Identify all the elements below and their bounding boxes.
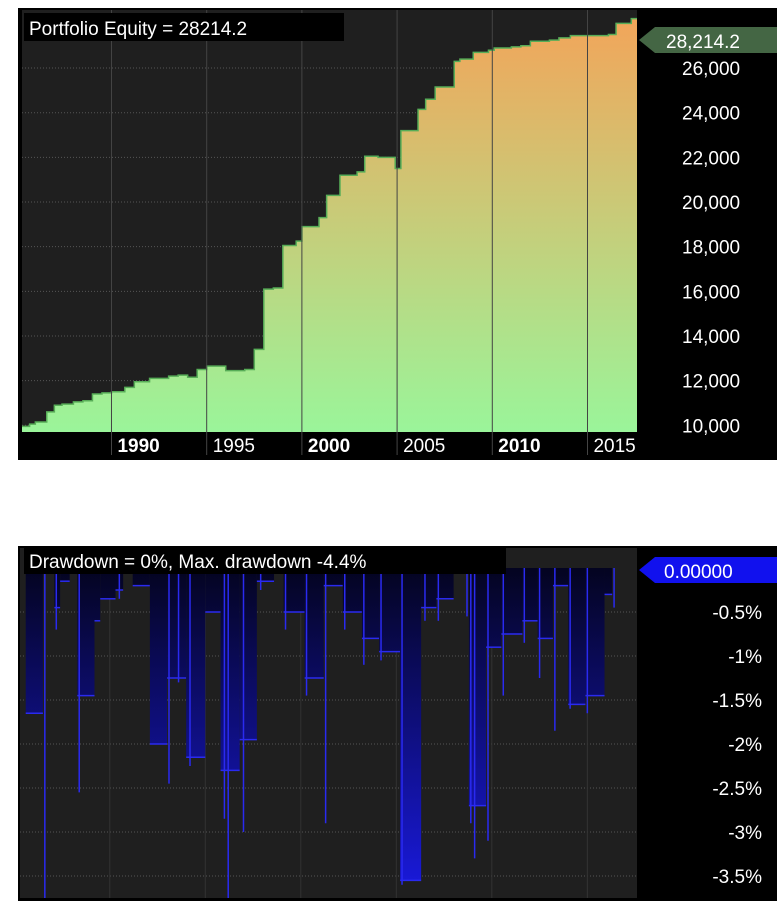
drawdown-bar [94, 568, 101, 621]
equity-y-tick-labels: 10,000 12,000 14,000 16,000 18,000 20,000 22,0… [682, 59, 740, 437]
equity-y-tick: 18,000 [682, 238, 740, 259]
equity-y-tick: 22,000 [682, 148, 740, 169]
drawdown-y-tick: -3.5% [712, 867, 762, 888]
drawdown-last-value-tag [639, 557, 777, 583]
drawdown-bars [25, 568, 613, 882]
equity-y-tick: 10,000 [682, 416, 740, 437]
equity-x-tick: 2000 [308, 436, 350, 457]
equity-title-box [24, 13, 344, 41]
drawdown-title-box [24, 548, 506, 574]
drawdown-bar [604, 568, 613, 595]
drawdown-bar [77, 568, 95, 696]
drawdown-bar [400, 568, 422, 881]
drawdown-bar [537, 568, 553, 639]
drawdown-spikes [44, 568, 615, 898]
drawdown-bar [436, 568, 454, 599]
drawdown-y-tick: -0.5% [712, 603, 762, 624]
drawdown-bar [149, 568, 168, 744]
drawdown-bar [167, 568, 187, 678]
drawdown-bar [379, 568, 401, 652]
equity-year-lines [110, 10, 588, 455]
drawdown-bar [25, 568, 43, 714]
drawdown-bar [186, 568, 206, 758]
drawdown-y-tick: -1% [728, 647, 762, 668]
drawdown-bar [100, 568, 116, 599]
drawdown-bar [552, 568, 569, 586]
drawdown-bar [342, 568, 362, 612]
drawdown-bar [283, 568, 305, 612]
drawdown-bar [585, 568, 605, 696]
equity-last-value-label: 28,214.2 [666, 32, 740, 53]
equity-y-tick: 26,000 [682, 59, 740, 80]
equity-y-tick: 16,000 [682, 282, 740, 303]
drawdown-y-tick: -2% [728, 735, 762, 756]
equity-area [22, 18, 637, 432]
drawdown-last-value-label: 0.00000 [664, 562, 733, 583]
equity-last-value-tag [639, 27, 777, 53]
drawdown-bar [568, 568, 586, 705]
drawdown-bar [486, 568, 502, 648]
equity-y-tick: 14,000 [682, 327, 740, 348]
drawdown-bar [60, 568, 70, 582]
drawdown-y-tick: -2.5% [712, 779, 762, 800]
equity-x-tick: 1990 [117, 436, 159, 457]
drawdown-bar [54, 568, 61, 608]
drawdown-y-tick-labels: -0.5% -1% -1.5% -2% -2.5% -3% -3.5% [712, 603, 762, 888]
equity-x-tick: 2005 [403, 436, 445, 457]
drawdown-y-tick: -1.5% [712, 691, 762, 712]
equity-y-tick: 24,000 [682, 104, 740, 125]
drawdown-bar [468, 568, 487, 806]
equity-x-tick: 1995 [213, 436, 255, 457]
drawdown-y-tick: -3% [728, 823, 762, 844]
equity-panel: 10,000 12,000 14,000 16,000 18,000 20,000 22,0… [18, 8, 777, 460]
drawdown-bar [220, 568, 240, 771]
drawdown-title: Drawdown = 0%, Max. drawdown -4.4% [29, 552, 367, 573]
equity-x-tick-labels: 1990 1995 2000 2005 2010 2015 [117, 436, 635, 457]
equity-y-tick: 20,000 [682, 193, 740, 214]
drawdown-bar [239, 568, 257, 740]
drawdown-bar [501, 568, 523, 634]
drawdown-bar [304, 568, 324, 678]
equity-x-tick: 2015 [593, 436, 635, 457]
equity-x-tick: 2010 [498, 436, 540, 457]
equity-y-tick: 12,000 [682, 372, 740, 393]
drawdown-bar [522, 568, 538, 621]
drawdown-panel: -0.5% -1% -1.5% -2% -2.5% -3% -3.5% Drawdown =… [18, 546, 777, 901]
equity-title: Portfolio Equity = 28214.2 [29, 19, 247, 40]
drawdown-bar [361, 568, 380, 639]
drawdown-bar [205, 568, 221, 612]
